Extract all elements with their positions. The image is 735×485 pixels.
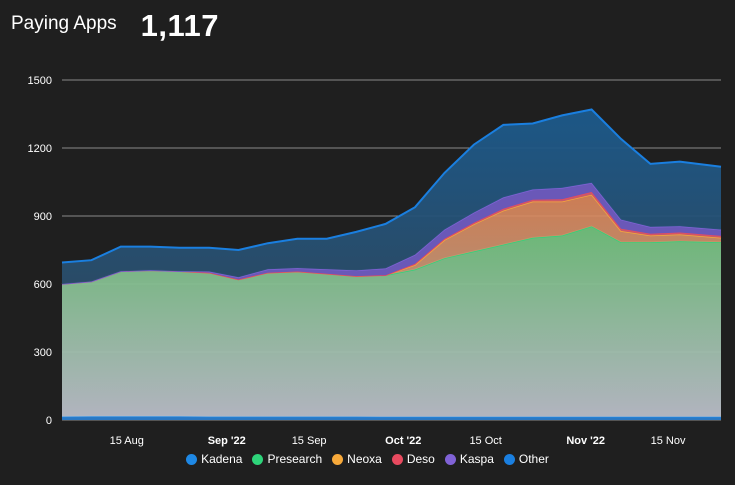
legend-label-other: Other [518,452,549,466]
x-tick-label: 15 Sep [292,435,327,447]
legend-swatch-neoxa [332,453,344,465]
area-neoxa [62,194,721,284]
chart-header: Paying Apps 1,117 [11,8,219,44]
legend-label-presearch: Presearch [267,452,323,466]
legend-label-deso: Deso [406,452,435,466]
y-tick-label: 900 [34,211,52,223]
legend-item-presearch[interactable]: Presearch [252,452,322,466]
legend-label-kadena: Kadena [201,452,243,466]
axis-layer: 0 300 600 900 1200 1500 15 Aug Sep '22 15 Sep Oct… [28,75,686,447]
area-other [62,109,721,284]
legend-swatch-presearch [252,453,264,465]
legend-item-kaspa[interactable]: Kaspa [444,452,494,466]
legend-swatch-kaspa [444,453,456,465]
x-tick-label: Oct '22 [385,435,421,447]
x-tick-label: 15 Oct [469,435,501,447]
x-tick-label: 15 Nov [651,435,686,447]
legend: Kadena Presearch Neoxa Deso Kaspa Other [0,452,735,466]
legend-item-kadena[interactable]: Kadena [186,452,242,466]
y-tick-label: 600 [34,279,52,291]
x-tick-label: Sep '22 [208,435,246,447]
legend-label-kaspa: Kaspa [459,452,494,466]
stacked-area-chart: 0 300 600 900 1200 1500 15 Aug Sep '22 15 Sep Oct… [28,75,722,447]
legend-item-other[interactable]: Other [503,452,549,466]
y-tick-label: 0 [46,415,52,427]
line-other [61,108,722,264]
y-tick-label: 1500 [28,75,52,87]
total-value: 1,117 [140,8,220,43]
y-tick-label: 1200 [28,143,52,155]
legend-item-deso[interactable]: Deso [391,452,435,466]
legend-item-neoxa[interactable]: Neoxa [332,452,382,466]
area-presearch [62,226,721,417]
x-tick-label: Nov '22 [566,435,605,447]
legend-swatch-other [503,453,515,465]
legend-swatch-deso [391,453,403,465]
chart-title: Paying Apps [11,13,117,34]
legend-swatch-kadena [186,453,198,465]
area-layer [61,108,722,420]
y-tick-label: 300 [34,347,52,359]
legend-label-neoxa: Neoxa [347,452,382,466]
x-tick-label: 15 Aug [110,435,144,447]
